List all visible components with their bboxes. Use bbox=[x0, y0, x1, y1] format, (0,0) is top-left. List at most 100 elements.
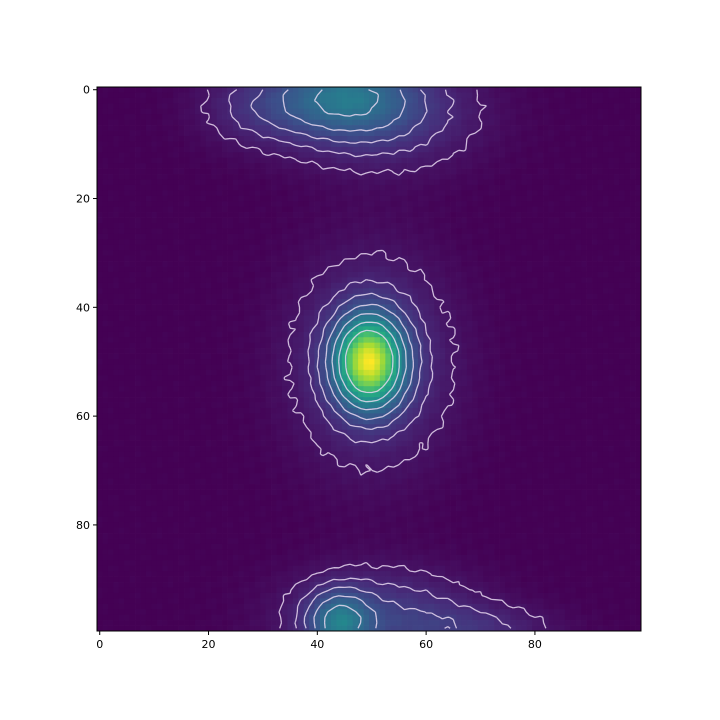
heatmap-cell bbox=[243, 277, 250, 284]
heatmap-cell bbox=[303, 97, 310, 104]
heatmap-cell bbox=[445, 152, 451, 159]
heatmap-cell bbox=[564, 277, 571, 284]
heatmap-cell bbox=[412, 255, 419, 262]
heatmap-cell bbox=[396, 293, 402, 300]
heatmap-cell bbox=[407, 271, 413, 278]
heatmap-cell bbox=[428, 114, 435, 120]
heatmap-cell bbox=[243, 163, 250, 169]
heatmap-cell bbox=[276, 310, 283, 316]
heatmap-cell bbox=[445, 157, 451, 164]
heatmap-cell bbox=[385, 315, 392, 322]
heatmap-cell bbox=[396, 141, 402, 148]
heatmap-cell bbox=[309, 119, 315, 126]
heatmap-cell bbox=[613, 179, 620, 186]
heatmap-cell bbox=[320, 168, 326, 175]
heatmap-cell bbox=[151, 288, 158, 295]
heatmap-cell bbox=[233, 130, 239, 137]
heatmap-cell bbox=[423, 135, 430, 142]
heatmap-cell bbox=[379, 233, 386, 240]
heatmap-cell bbox=[396, 299, 402, 305]
heatmap-cell bbox=[325, 223, 332, 229]
heatmap-cell bbox=[102, 87, 109, 93]
heatmap-cell bbox=[260, 271, 266, 278]
heatmap-cell bbox=[336, 310, 343, 316]
heatmap-cell bbox=[113, 239, 120, 246]
heatmap-cell bbox=[124, 288, 130, 295]
heatmap-cell bbox=[619, 130, 626, 137]
heatmap-cell bbox=[417, 179, 424, 186]
heatmap-cell bbox=[352, 228, 359, 235]
heatmap-cell bbox=[303, 255, 310, 262]
heatmap-cell bbox=[559, 315, 566, 322]
heatmap-cell bbox=[608, 342, 615, 349]
heatmap-cell bbox=[428, 174, 435, 180]
heatmap-cell bbox=[184, 141, 190, 148]
heatmap-cell bbox=[292, 212, 299, 218]
heatmap-cell bbox=[303, 233, 310, 240]
heatmap-cell bbox=[445, 288, 451, 295]
heatmap-cell bbox=[113, 315, 120, 322]
heatmap-cell bbox=[118, 244, 125, 251]
heatmap-cell bbox=[581, 195, 587, 202]
heatmap-cell bbox=[428, 130, 435, 137]
heatmap-cell bbox=[162, 239, 169, 246]
heatmap-cell bbox=[102, 108, 109, 115]
heatmap-cell bbox=[450, 174, 457, 180]
heatmap-cell bbox=[309, 337, 315, 344]
heatmap-cell bbox=[184, 217, 190, 224]
heatmap-cell bbox=[249, 353, 256, 360]
heatmap-cell bbox=[184, 255, 190, 262]
heatmap-cell bbox=[211, 288, 218, 295]
heatmap-cell bbox=[369, 119, 375, 126]
heatmap-cell bbox=[325, 168, 332, 175]
heatmap-cell bbox=[260, 337, 266, 344]
heatmap-cell bbox=[581, 168, 587, 175]
heatmap-cell bbox=[309, 163, 315, 169]
heatmap-cell bbox=[499, 184, 506, 191]
heatmap-cell bbox=[543, 244, 549, 251]
heatmap-cell bbox=[102, 141, 109, 148]
heatmap-cell bbox=[113, 228, 120, 235]
heatmap-cell bbox=[102, 266, 109, 273]
heatmap-cell bbox=[477, 157, 484, 164]
heatmap-cell bbox=[222, 310, 228, 316]
heatmap-cell bbox=[439, 97, 446, 104]
heatmap-cell bbox=[271, 266, 277, 273]
heatmap-cell bbox=[113, 103, 120, 110]
heatmap-cell bbox=[135, 331, 141, 338]
heatmap-cell bbox=[325, 141, 332, 148]
heatmap-cell bbox=[396, 310, 402, 316]
heatmap-cell bbox=[309, 244, 315, 251]
heatmap-cell bbox=[423, 195, 430, 202]
heatmap-cell bbox=[347, 114, 354, 120]
heatmap-cell bbox=[510, 195, 517, 202]
heatmap-cell bbox=[434, 244, 441, 251]
heatmap-cell bbox=[423, 87, 430, 93]
heatmap-cell bbox=[543, 255, 549, 262]
heatmap-cell bbox=[526, 250, 533, 256]
heatmap-cell bbox=[222, 163, 228, 169]
heatmap-cell bbox=[173, 310, 179, 316]
heatmap-cell bbox=[581, 277, 587, 284]
heatmap-cell bbox=[515, 119, 522, 126]
heatmap-cell bbox=[216, 223, 223, 229]
heatmap-cell bbox=[434, 168, 441, 175]
heatmap-cell bbox=[559, 223, 566, 229]
heatmap-cell bbox=[260, 348, 266, 354]
heatmap-cell bbox=[570, 261, 577, 267]
heatmap-cell bbox=[575, 337, 582, 344]
heatmap-cell bbox=[184, 326, 190, 333]
heatmap-cell bbox=[456, 223, 462, 229]
heatmap-cell bbox=[570, 331, 577, 338]
heatmap-cell bbox=[162, 293, 169, 300]
heatmap-cell bbox=[189, 174, 196, 180]
heatmap-cell bbox=[521, 217, 528, 224]
heatmap-cell bbox=[341, 114, 348, 120]
heatmap-cell bbox=[559, 304, 566, 311]
heatmap-cell bbox=[173, 119, 179, 126]
heatmap-cell bbox=[456, 293, 462, 300]
heatmap-cell bbox=[156, 337, 163, 344]
heatmap-cell bbox=[570, 119, 577, 126]
heatmap-cell bbox=[385, 299, 392, 305]
heatmap-cell bbox=[379, 146, 386, 153]
